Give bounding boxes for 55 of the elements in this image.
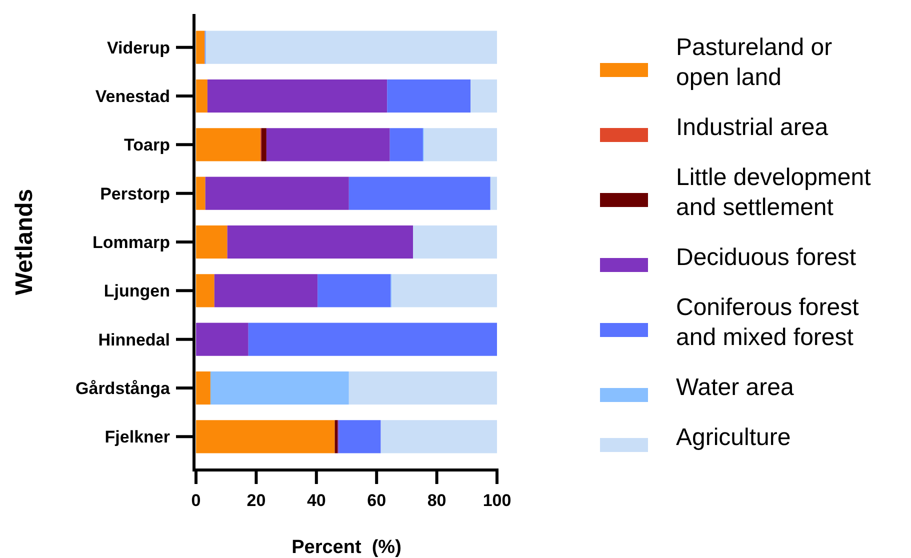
y-tick-label: Gårdstånga xyxy=(76,378,171,398)
legend-label: Coniferous forest and mixed forest xyxy=(676,294,860,351)
bar xyxy=(196,322,248,356)
y-tick-label: Viderup xyxy=(107,38,170,58)
legend-label: Water area xyxy=(676,374,794,401)
bar xyxy=(196,176,206,210)
bar xyxy=(261,128,266,162)
y-tick-label: Hinnedal xyxy=(98,330,170,350)
legend-label: Deciduous forest xyxy=(676,244,856,271)
bar xyxy=(248,322,497,356)
bar xyxy=(387,79,471,113)
x-tick-label: 60 xyxy=(367,491,386,510)
bar xyxy=(206,30,497,64)
bar xyxy=(196,371,210,405)
x-tick-label: 0 xyxy=(191,491,201,510)
bar xyxy=(390,128,423,162)
x-tick-label: 20 xyxy=(246,491,266,510)
bar xyxy=(413,225,497,259)
y-axis-title: Wetlands xyxy=(11,188,38,296)
bar xyxy=(196,420,335,454)
y-tick-label: Venestad xyxy=(95,86,170,106)
legend-label: Pastureland or open land xyxy=(676,34,832,91)
bar xyxy=(348,371,497,405)
bar xyxy=(196,79,208,113)
bar xyxy=(227,225,414,259)
bar xyxy=(392,274,497,308)
y-tick-label: Toarp xyxy=(124,136,170,155)
bar xyxy=(205,176,349,210)
bar xyxy=(210,371,349,405)
bar xyxy=(207,79,388,113)
y-tick-label: Perstorp xyxy=(100,184,170,204)
bar xyxy=(318,274,391,308)
legend-label: Little development and settlement xyxy=(676,164,872,221)
bar xyxy=(338,420,381,454)
x-tick-label: 100 xyxy=(482,491,512,510)
bar xyxy=(266,128,390,162)
bar xyxy=(196,30,205,64)
legend-label: Agriculture xyxy=(676,424,791,451)
y-tick-label: Lommarp xyxy=(92,232,170,252)
bar xyxy=(490,176,497,210)
bar xyxy=(196,225,228,259)
bar xyxy=(348,176,490,210)
y-tick-label: Ljungen xyxy=(104,282,170,301)
bar xyxy=(196,128,260,162)
x-axis-title: Percent (%) xyxy=(292,537,402,558)
x-tick-label: 40 xyxy=(306,491,326,510)
bar xyxy=(380,420,497,454)
legend-label: Industrial area xyxy=(676,114,829,141)
bar xyxy=(424,128,497,162)
x-tick-label: 80 xyxy=(427,491,446,510)
y-tick-label: Fjelkner xyxy=(104,428,170,447)
bar xyxy=(196,274,214,308)
bar xyxy=(334,420,338,454)
bar xyxy=(214,274,318,308)
bar xyxy=(470,79,497,113)
